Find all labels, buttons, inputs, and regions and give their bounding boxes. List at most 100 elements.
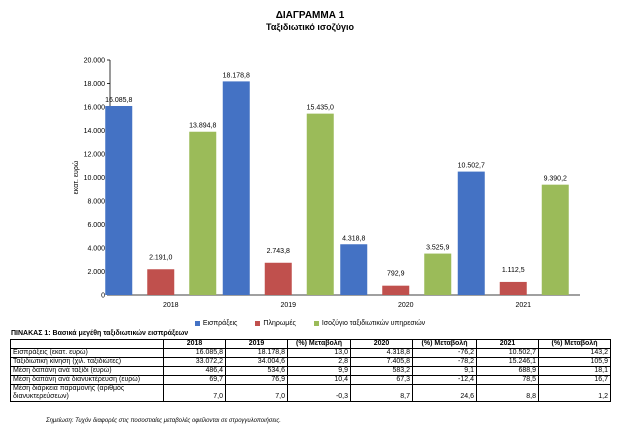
y-tick-label: 6.000	[87, 222, 105, 229]
y-tick-label: 12.000	[84, 152, 106, 159]
bar-balance-2019	[306, 113, 334, 295]
bar-payments-2019	[264, 262, 292, 295]
table-cell: 76,9	[225, 375, 288, 385]
table-cell: 7,0	[225, 384, 288, 402]
table-row: Μέση δαπάνη ανά ταξίδι (ευρώ) 486,4 534,6 9…	[10, 366, 611, 376]
bar-balance-2021	[541, 184, 569, 295]
table-cell: 67,3	[350, 375, 413, 385]
table-cell: 8,8	[476, 384, 539, 402]
chart-title: ΔΙΑΓΡΑΜΜΑ 1	[275, 10, 345, 21]
data-label: 10.502,7	[458, 163, 485, 170]
table-row: Μέση δαπάνη ανά διανυκτέρευση (ευρώ) 69,7…	[10, 375, 611, 385]
table-cell: 18,1	[538, 366, 611, 376]
x-tick-label: 2020	[398, 302, 414, 309]
legend-swatch	[255, 320, 261, 326]
table-title: ΠΙΝΑΚΑΣ 1: Βασικά μεγέθη ταξιδιωτικών ει…	[11, 330, 189, 337]
table-cell: 69,7	[163, 375, 226, 385]
table-cell: 24,6	[412, 384, 477, 402]
data-label: 4.318,8	[342, 235, 365, 242]
chart-titles: ΔΙΑΓΡΑΜΜΑ 1 Ταξιδιωτικό ισοζύγιο	[0, 10, 620, 33]
data-label: 18.178,8	[223, 72, 250, 79]
table-header-cell: (%) Μεταβολή	[538, 339, 611, 349]
y-tick-label: 20.000	[84, 58, 106, 65]
y-tick-label: 2.000	[87, 269, 105, 276]
row-label-cell: Μέση δαπάνη ανά διανυκτέρευση (ευρώ)	[10, 375, 164, 385]
table-cell: 7,0	[163, 384, 226, 402]
table-cell: 534,6	[225, 366, 288, 376]
table-row: Ταξιδιωτική κίνηση (χιλ. ταξιδιώτες) 33.0…	[10, 357, 611, 367]
table-cell: 16,7	[538, 375, 611, 385]
legend-swatch	[194, 320, 200, 326]
y-tick-label: 4.000	[87, 246, 105, 253]
table-cell: 16.085,8	[163, 348, 226, 358]
table-header-cell: 2021	[476, 339, 539, 349]
table-cell: -12,4	[412, 375, 477, 385]
bar-balance-2018	[189, 131, 217, 295]
bar-payments-2018	[147, 269, 175, 295]
data-label: 2.191,0	[149, 254, 172, 261]
table-cell: 9,9	[287, 366, 351, 376]
legend-item: Ισοζύγιο ταξιδιωτικών υπηρεσιών	[313, 320, 426, 327]
table-cell: 10.502,7	[476, 348, 539, 358]
bar-chart: 0 2.000 4.000 6.000 8.000 10.000 12.000 14.000 1…	[72, 58, 580, 309]
bar-balance-2020	[424, 253, 452, 295]
y-tick-label: 18.000	[84, 81, 106, 88]
data-label: 2.743,8	[267, 248, 290, 255]
bar-payments-2020	[382, 285, 410, 295]
legend-item: Πληρωμές	[255, 320, 296, 327]
table-cell: 583,2	[350, 366, 413, 376]
table-header-cell: 2018	[163, 339, 226, 349]
legend-item: Εισπράξεις	[194, 320, 238, 327]
y-axis-label: εκατ. ευρώ	[72, 160, 80, 194]
row-label-cell: Μέση διάρκεια παραμονής (αριθμός διανυκτ…	[10, 384, 164, 402]
table-cell: 78,5	[476, 375, 539, 385]
table-cell: 688,9	[476, 366, 539, 376]
table-cell: 1,2	[538, 384, 611, 402]
table-row: Εισπράξεις (εκατ. ευρώ) 16.085,8 18.178,8 1…	[10, 348, 611, 358]
bar-receipts-2020	[340, 244, 368, 295]
y-tick-label: 8.000	[87, 199, 105, 206]
data-label: 16.085,8	[105, 97, 132, 104]
data-table: 2018 2019 (%) Μεταβολή 2020 (%) Μεταβολή 2021…	[10, 339, 611, 402]
table-cell: 34.004,6	[225, 357, 288, 367]
table-cell: 2,8	[287, 357, 351, 367]
table-cell: 15.246,1	[476, 357, 539, 367]
table-cell: 105,9	[538, 357, 611, 367]
x-tick-label: 2018	[163, 302, 179, 309]
table-cell: 13,0	[287, 348, 351, 358]
data-label: 3.525,9	[426, 245, 449, 252]
row-label-cell: Ταξιδιωτική κίνηση (χιλ. ταξιδιώτες)	[10, 357, 164, 367]
legend-label: Εισπράξεις	[202, 320, 238, 327]
table-cell: 486,4	[163, 366, 226, 376]
table-row: Μέση διάρκεια παραμονής (αριθμός διανυκτ…	[10, 384, 611, 402]
bar-receipts-2019	[222, 81, 250, 295]
table-cell: 8,7	[350, 384, 413, 402]
table-header-cell: 2020	[350, 339, 413, 349]
x-tick-label: 2019	[280, 302, 296, 309]
table-cell: 33.072,2	[163, 357, 226, 367]
table-cell: 18.178,8	[225, 348, 288, 358]
bar-receipts-2018	[105, 105, 133, 295]
legend-label: Πληρωμές	[263, 320, 296, 327]
x-tick-label: 2021	[515, 302, 531, 309]
data-label: 1.112,5	[502, 267, 525, 274]
table-cell: 10,4	[287, 375, 351, 385]
data-label: 9.390,2	[544, 176, 567, 183]
table-cell: -78,2	[412, 357, 477, 367]
chart-subtitle: Ταξιδιωτικό ισοζύγιο	[266, 22, 354, 32]
table-body: Εισπράξεις (εκατ. ευρώ) 16.085,8 18.178,8 1…	[10, 348, 611, 402]
table-cell: 4.318,8	[350, 348, 413, 358]
y-tick-label: 0	[101, 293, 105, 300]
y-tick-label: 16.000	[84, 105, 106, 112]
table-header-cell: (%) Μεταβολή	[287, 339, 351, 349]
table-cell: 9,1	[412, 366, 477, 376]
table-header-cell: (%) Μεταβολή	[412, 339, 477, 349]
y-tick-label: 14.000	[84, 128, 106, 135]
table-header-cell	[10, 339, 164, 349]
table-cell: -76,2	[412, 348, 477, 358]
row-label-cell: Μέση δαπάνη ανά ταξίδι (ευρώ)	[10, 366, 164, 376]
data-label: 15.435,0	[307, 105, 334, 112]
legend-swatch	[313, 320, 319, 326]
legend-label: Ισοζύγιο ταξιδιωτικών υπηρεσιών	[321, 320, 426, 327]
table-cell: -0,3	[287, 384, 351, 402]
